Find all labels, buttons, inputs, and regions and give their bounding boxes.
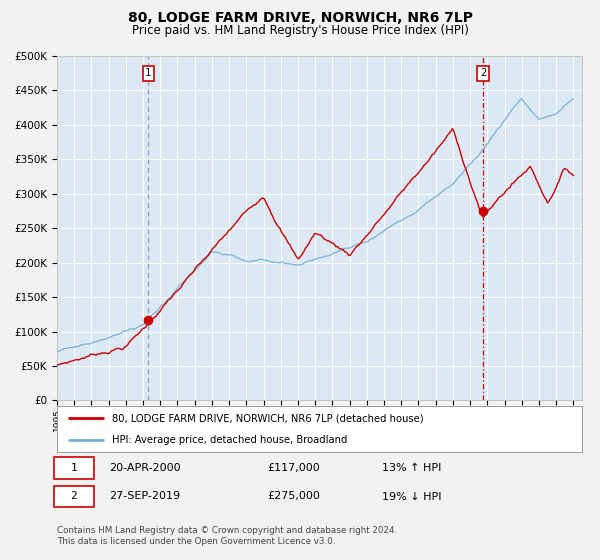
Text: 80, LODGE FARM DRIVE, NORWICH, NR6 7LP: 80, LODGE FARM DRIVE, NORWICH, NR6 7LP xyxy=(128,11,473,25)
Text: 2: 2 xyxy=(70,492,77,502)
Text: 80, LODGE FARM DRIVE, NORWICH, NR6 7LP (detached house): 80, LODGE FARM DRIVE, NORWICH, NR6 7LP (… xyxy=(112,413,424,423)
Text: HPI: Average price, detached house, Broadland: HPI: Average price, detached house, Broa… xyxy=(112,435,347,445)
Text: 27-SEP-2019: 27-SEP-2019 xyxy=(110,492,181,502)
FancyBboxPatch shape xyxy=(55,458,94,479)
FancyBboxPatch shape xyxy=(55,486,94,507)
Text: Contains HM Land Registry data © Crown copyright and database right 2024.
This d: Contains HM Land Registry data © Crown c… xyxy=(57,526,397,546)
Text: 20-APR-2000: 20-APR-2000 xyxy=(110,463,181,473)
Text: 13% ↑ HPI: 13% ↑ HPI xyxy=(383,463,442,473)
Text: 19% ↓ HPI: 19% ↓ HPI xyxy=(383,492,442,502)
Text: 1: 1 xyxy=(70,463,77,473)
Text: £275,000: £275,000 xyxy=(267,492,320,502)
Text: Price paid vs. HM Land Registry's House Price Index (HPI): Price paid vs. HM Land Registry's House … xyxy=(131,24,469,36)
Text: 1: 1 xyxy=(145,68,151,78)
Text: 2: 2 xyxy=(480,68,486,78)
Text: £117,000: £117,000 xyxy=(267,463,320,473)
